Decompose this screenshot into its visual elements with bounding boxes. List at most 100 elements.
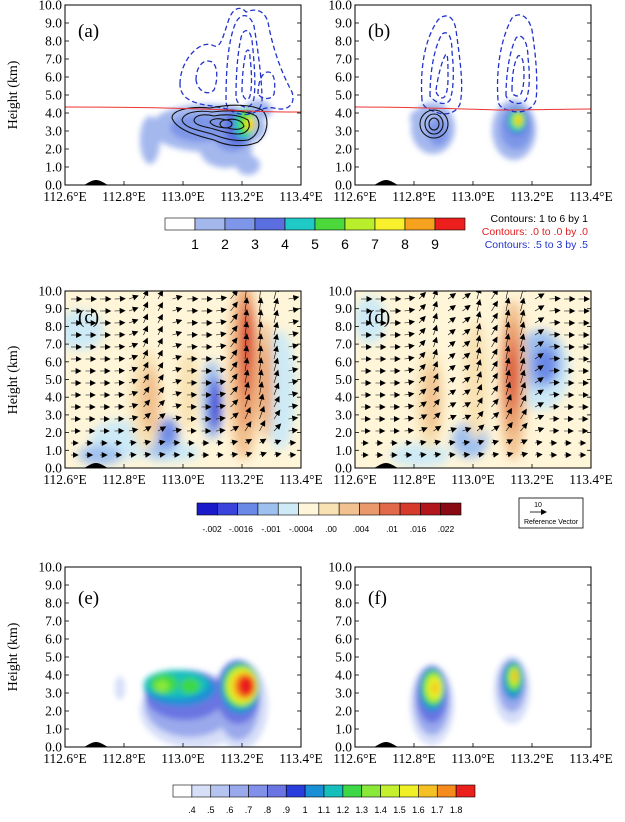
wind-vector	[504, 291, 511, 300]
cbTop-label: 2	[221, 236, 229, 252]
wind-vector	[244, 421, 252, 432]
wind-vector	[215, 427, 226, 434]
wind-vector	[505, 381, 512, 396]
wind-vector	[215, 367, 227, 374]
wind-vector	[462, 389, 471, 396]
y-tick-label-b: 10.0	[328, 0, 352, 13]
cbTop-swatch	[434, 217, 466, 231]
wind-vector	[404, 331, 415, 338]
y-tick-label-c: 0.0	[45, 461, 62, 476]
wind-vector	[462, 364, 471, 372]
y-tick-label-c: 6.0	[45, 354, 62, 369]
wind-vector	[128, 306, 139, 313]
wind-vector	[462, 451, 471, 458]
cbBot-label: .4	[188, 805, 196, 815]
panel-b-black-contours	[419, 109, 449, 139]
wind-vector	[142, 361, 149, 372]
wind-vector	[244, 451, 253, 458]
wind-vector	[172, 342, 183, 349]
x-tick-label-c: 112.6°E	[43, 472, 87, 487]
y-tick-label-c: 3.0	[45, 407, 62, 422]
wind-vector	[273, 451, 282, 458]
wind-vector	[549, 295, 561, 302]
y-tick-label-a: 4.0	[45, 106, 62, 121]
wind-vector	[418, 327, 426, 336]
cbTop-swatch	[374, 217, 406, 231]
wind-vector	[128, 403, 139, 409]
wind-vector	[215, 295, 228, 302]
wind-vector	[257, 333, 264, 348]
wind-vector	[491, 411, 500, 420]
cbTop-label: 3	[251, 236, 259, 252]
wind-vector	[259, 451, 267, 458]
y-tick-label-e: 8.0	[45, 596, 62, 611]
x-tick-label-a: 113.0°E	[161, 189, 205, 204]
x-tick-label-f: 113.4°E	[569, 751, 613, 766]
wind-vector	[215, 331, 227, 338]
wind-vector	[491, 451, 500, 458]
wind-vector	[157, 374, 164, 384]
wind-vector	[288, 355, 299, 362]
y-tick-label-a: 2.0	[45, 142, 62, 157]
x-tick-label-b: 112.6°E	[333, 189, 377, 204]
cbTop-label: 6	[341, 236, 349, 252]
cbTop-label: 8	[401, 236, 409, 252]
cbBot-label: 1.1	[318, 805, 331, 815]
wind-vector	[491, 385, 499, 396]
wind-vector	[243, 369, 250, 384]
wind-vector	[243, 291, 250, 300]
wind-vector	[504, 309, 511, 324]
y-tick-label-e: 6.0	[45, 632, 62, 647]
y-tick-label-d: 3.0	[335, 407, 352, 422]
cbTop-label: 9	[431, 236, 439, 252]
wind-vector	[288, 331, 299, 338]
panel-d-wind-vectors	[360, 291, 591, 458]
wind-vector	[404, 343, 415, 350]
wind-vector	[142, 337, 149, 348]
cbBot-label: 1.3	[355, 805, 368, 815]
panel-a-black-contours	[171, 104, 268, 147]
wind-vector	[476, 424, 485, 432]
wind-vector	[230, 386, 238, 396]
cbBot-label: 1.5	[393, 805, 406, 815]
wind-vector	[476, 371, 482, 384]
wind-vector	[519, 309, 526, 324]
wind-vector	[273, 439, 282, 446]
wind-vector	[142, 313, 149, 324]
wind-vector	[476, 410, 484, 420]
panel-label-b: (b)	[368, 21, 390, 42]
wind-vector	[230, 399, 239, 408]
y-tick-label-c: 1.0	[45, 443, 62, 458]
cbBot-swatch	[380, 784, 400, 798]
cbBot-label: 1.2	[337, 805, 350, 815]
y-tick-label-a: 8.0	[45, 34, 62, 49]
wind-vector	[288, 415, 299, 422]
wind-vector	[230, 301, 238, 312]
wind-vector	[157, 413, 166, 420]
wind-vector	[215, 307, 227, 314]
wind-vector	[128, 366, 139, 373]
x-tick-label-d: 112.6°E	[333, 472, 377, 487]
wind-vector	[257, 297, 264, 312]
cbBot-label: 1	[303, 805, 308, 815]
wind-vector	[476, 439, 485, 446]
y-tick-label-d: 6.0	[335, 354, 352, 369]
cbMid-label: -.002	[202, 524, 222, 534]
cbBot-label: .6	[226, 805, 234, 815]
y-axis-title-c: Height (km)	[6, 345, 21, 414]
wind-vector	[172, 330, 183, 337]
cbMid-label: .01	[386, 524, 398, 534]
wind-vector	[447, 414, 457, 421]
wind-vector	[128, 390, 139, 397]
wind-vector	[534, 353, 544, 360]
x-tick-label-b: 113.4°E	[569, 189, 613, 204]
wind-vector	[128, 294, 139, 301]
y-tick-label-e: 3.0	[45, 686, 62, 701]
reference-vector-value: 10	[534, 502, 542, 509]
y-tick-label-a: 7.0	[45, 52, 62, 67]
wind-vector	[475, 311, 482, 324]
wind-vector	[476, 451, 485, 458]
wind-vector	[273, 369, 280, 384]
wind-vector	[404, 367, 415, 374]
wind-vector	[418, 388, 427, 396]
